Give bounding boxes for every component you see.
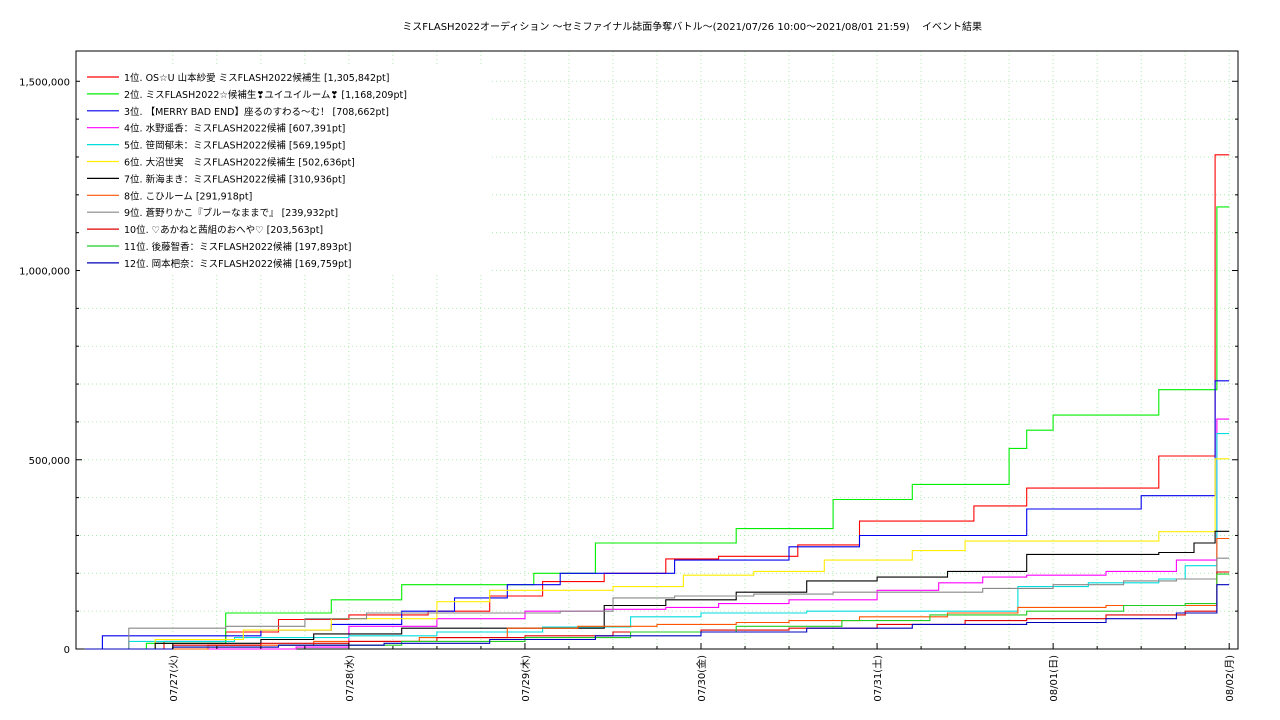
series-line-5 [84, 433, 1230, 650]
x-tick-label: 07/30(金) [695, 655, 708, 702]
series-line-2 [84, 206, 1230, 650]
legend-label-8: 8位. こひルーム [291,918pt] [124, 190, 252, 202]
x-tick-label: 07/27(火) [168, 655, 180, 702]
legend-box [80, 66, 490, 274]
series-lines [84, 154, 1230, 650]
series-line-6 [84, 458, 1230, 650]
grid [76, 51, 1238, 649]
legend-label-9: 9位. 蒼野りかこ『ブルーなままで』 [239,932pt] [124, 207, 338, 219]
chart-title: ミスFLASH2022オーディション 〜セミファイナル誌面争奪バトル〜(2021… [402, 20, 909, 33]
x-tick-label: 08/02(月) [1224, 655, 1236, 702]
series-line-10 [84, 571, 1230, 650]
axes: 0 500,000 1,000,000 1,500,000 07/27(火) 07/28(… [19, 77, 1238, 702]
x-tick-label: 07/31(土) [871, 655, 884, 702]
series-line-4 [84, 418, 1230, 650]
x-tick-label: 07/29(木) [520, 655, 532, 702]
series-line-9 [84, 557, 1230, 650]
x-tick-label: 07/28(水) [344, 655, 356, 702]
legend-label-10: 10位. ♡あかねと茜組のおへや♡ [203,563pt] [124, 224, 323, 236]
legend-label-6: 6位. 大沼世実 ミスFLASH2022候補生 [502,636pt] [124, 157, 355, 169]
legend-label-3: 3位. 【MERRY BAD END】座るのすわる〜む！ [708,662pt] [124, 106, 389, 118]
series-line-7 [84, 530, 1230, 650]
chart-subtitle: イベント結果 [922, 20, 982, 33]
y-tick-label: 500,000 [29, 456, 70, 467]
legend-label-12: 12位. 岡本杷奈：ミスFLASH2022候補 [169,759pt] [124, 258, 351, 270]
legend-label-4: 4位. 水野遥香：ミスFLASH2022候補 [607,391pt] [124, 123, 345, 135]
legend-label-11: 11位. 後藤智香：ミスFLASH2022候補 [197,893pt] [124, 241, 351, 253]
legend-label-2: 2位. ミスFLASH2022☆候補生❣ユイユイルーム❣ [1,168,209p… [124, 89, 407, 101]
legend-label-5: 5位. 笹岡郁未：ミスFLASH2022候補 [569,195pt] [124, 140, 345, 152]
y-tick-label: 1,000,000 [19, 267, 70, 278]
legend-label-1: 1位. OS☆U 山本紗愛 ミスFLASH2022候補生 [1,305,842p… [124, 72, 389, 84]
x-tick-label: 08/01(日) [1049, 655, 1060, 702]
legend-label-7: 7位. 新海まき：ミスFLASH2022候補 [310,936pt] [124, 173, 345, 185]
series-line-12 [84, 584, 1230, 650]
y-tick-label: 0 [64, 645, 70, 656]
legend: 1位. OS☆U 山本紗愛 ミスFLASH2022候補生 [1,305,842p… [80, 66, 490, 274]
y-tick-label: 1,500,000 [19, 77, 70, 88]
series-line-1 [84, 154, 1230, 650]
